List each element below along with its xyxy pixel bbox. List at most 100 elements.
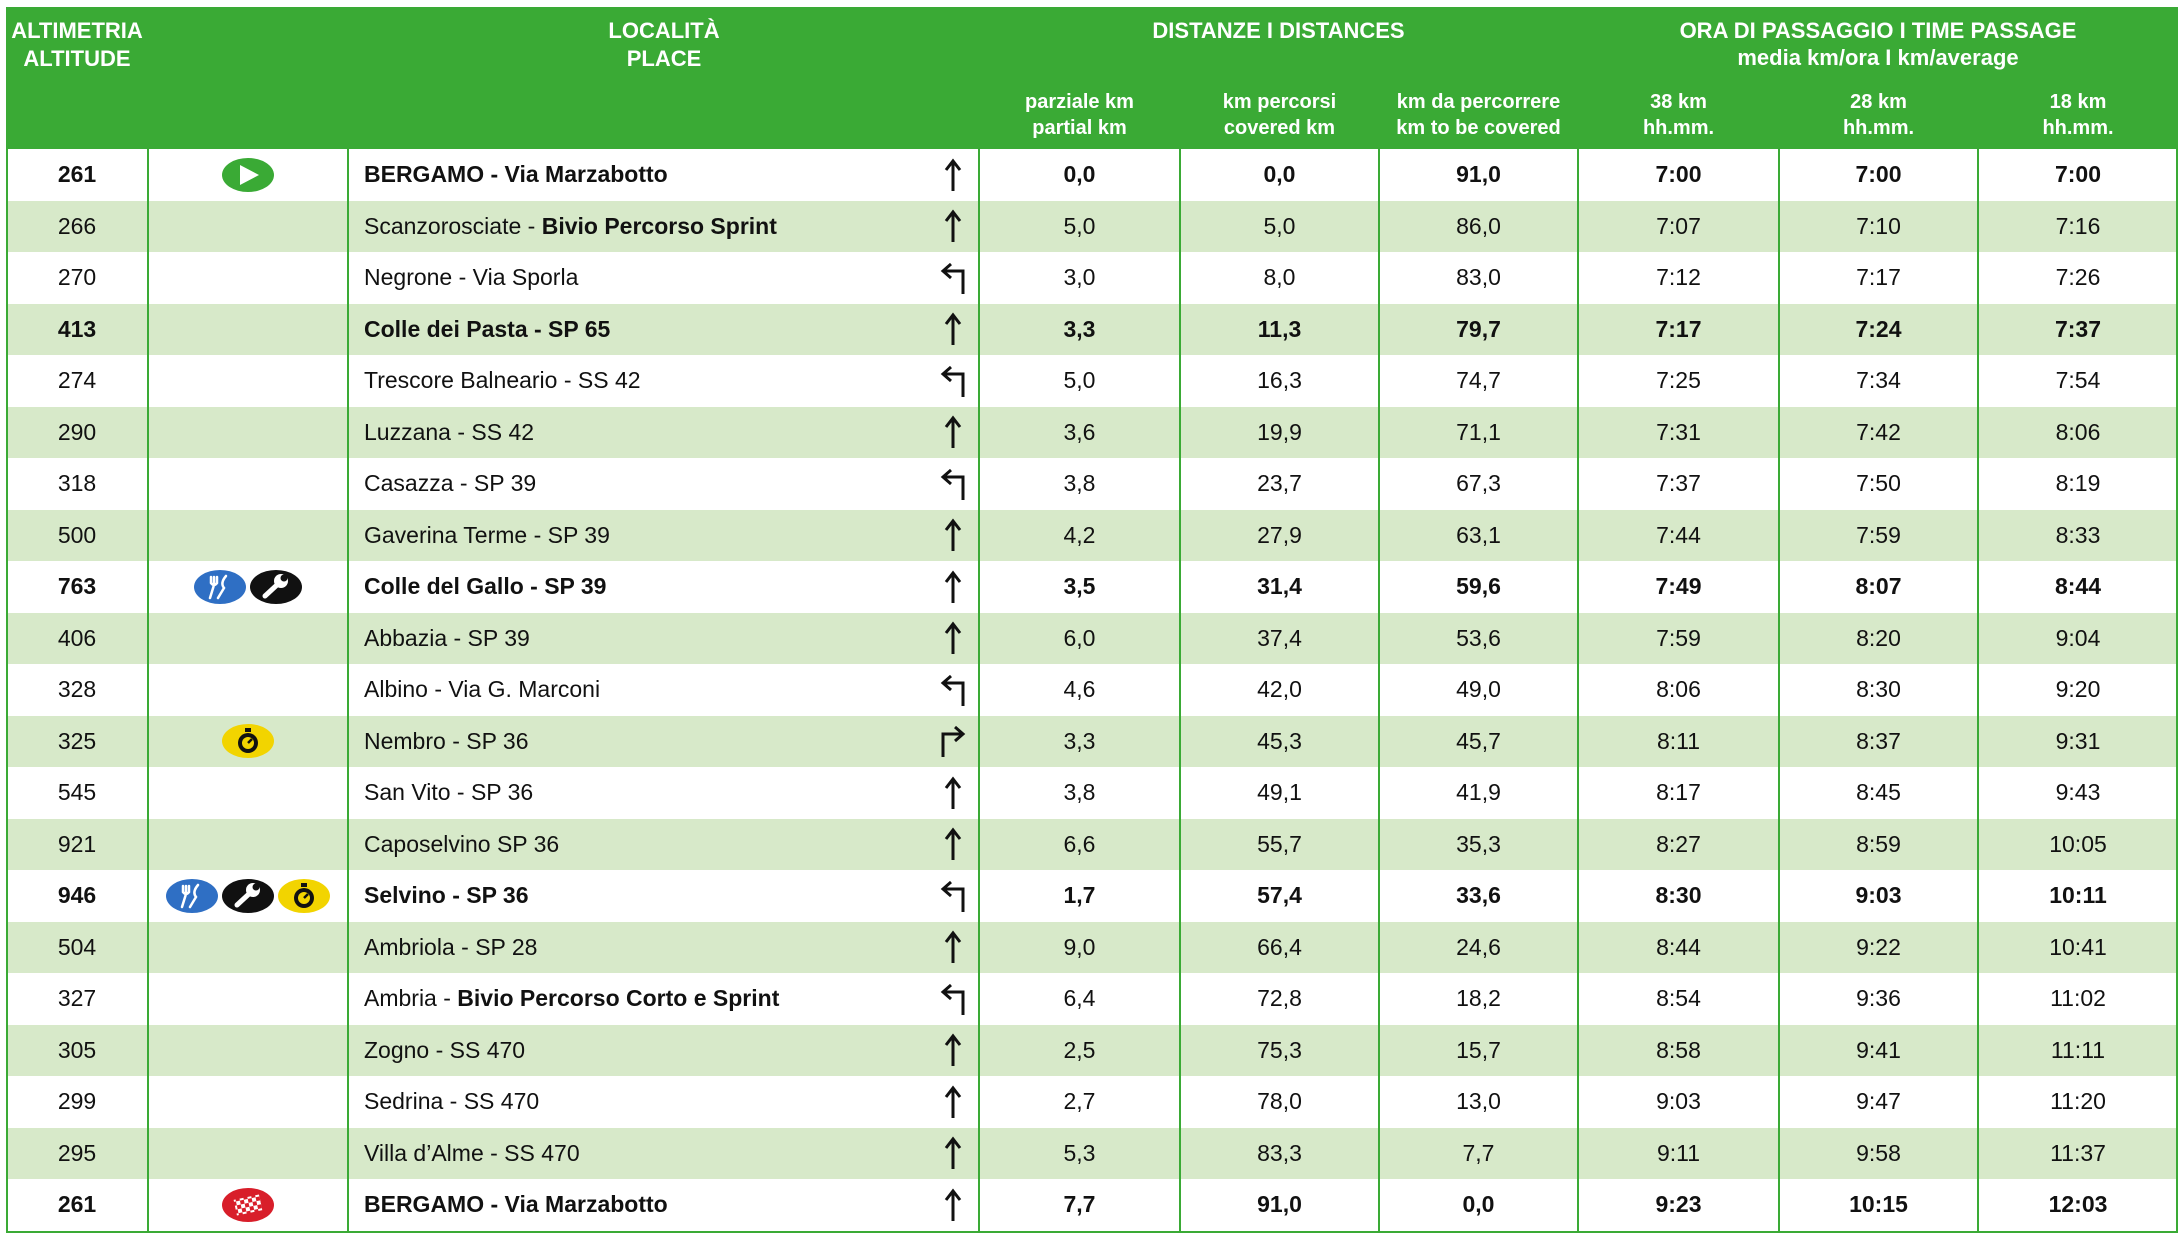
value-cell: 3,5 [1063,573,1096,600]
header-place: LOCALITÀ [608,18,720,43]
value-cell: 8:17 [1656,779,1701,806]
row-background [6,458,2178,510]
value-cell: 37,4 [1257,624,1302,651]
value-cell: 9:11 [1656,1139,1701,1166]
value-cell: 0,0 [1263,161,1296,188]
value-cell: 86,0 [1456,212,1501,239]
icon-cell [148,716,348,768]
altitude: 266 [57,212,97,239]
column-line [347,149,349,1231]
place: Zogno - SS 470 [348,1025,979,1077]
place-part: Nembro - SP 36 [364,727,529,754]
row-background [6,561,2178,613]
column-header: hh.mm. [1842,117,1915,139]
altitude: 299 [57,1088,97,1115]
icon-finish [222,1187,274,1222]
place-part: Luzzana - SS 42 [364,418,535,445]
direction-arrow [944,1188,962,1221]
altitude: 318 [57,470,97,497]
value-cell: 8:45 [1856,779,1901,806]
value-cell: 7:25 [1656,367,1701,394]
place-part: Abbazia - SP 39 [364,624,530,651]
value-cell: 79,7 [1456,315,1501,342]
value-cell: 9:58 [1856,1139,1901,1166]
place: Sedrina - SS 470 [348,1076,979,1128]
column-line [1378,149,1380,1231]
value-cell: 4,2 [1063,521,1096,548]
altitude: 325 [57,727,97,754]
value-cell: 8:19 [2055,470,2101,497]
row-background [6,1076,2178,1128]
value-cell: 49,0 [1456,676,1501,703]
row-background [6,664,2178,716]
column-header: 18 km [2049,91,2107,113]
place: Ambriola - SP 28 [348,922,979,974]
row-background [6,715,2178,767]
place-part: San Vito - SP 36 [364,779,534,806]
direction-arrow [940,365,965,397]
header-time: ORA DI PASSAGGIO I TIME PASSAGE [1679,18,2077,43]
value-cell: 7:34 [1856,367,1901,394]
place: Luzzana - SS 42 [348,407,979,459]
value-cell: 23,7 [1257,470,1302,497]
direction-arrow [944,621,962,655]
direction-arrow [944,1085,962,1118]
altitude: 946 [57,882,97,909]
value-cell: 8,0 [1263,264,1296,291]
direction-arrow [944,518,962,552]
altitude: 921 [57,830,97,857]
value-cell: 7:59 [1856,521,1901,548]
place: Nembro - SP 36 [348,716,979,768]
place: Selvino - SP 36 [348,870,979,922]
direction-arrow [940,468,965,500]
row-background [6,973,2178,1025]
altitude: 504 [57,933,97,960]
value-cell: 2,5 [1063,1036,1096,1063]
value-cell: 45,3 [1257,727,1302,754]
value-cell: 7:37 [2054,315,2102,342]
value-cell: 91,0 [1456,161,1501,188]
icon-start [222,157,274,192]
value-cell: 66,4 [1257,933,1302,960]
direction-arrow [941,726,966,758]
value-cell: 5,0 [1063,367,1096,394]
value-cell: 27,9 [1257,521,1302,548]
altitude: 328 [57,676,97,703]
row-background [6,818,2178,870]
value-cell: 3,0 [1063,264,1096,291]
value-cell: 8:06 [1656,676,1701,703]
icon-mech [250,569,302,604]
value-cell: 3,3 [1063,315,1096,342]
table-border [6,7,2178,1233]
column-header: 28 km [1850,91,1907,113]
column-line [1179,149,1181,1231]
value-cell: 1,7 [1063,882,1096,909]
row-background [6,870,2178,922]
icon-cell [148,561,348,613]
value-cell: 0,0 [1063,161,1096,188]
place: Villa d’Alme - SS 470 [348,1128,979,1180]
value-cell: 15,7 [1456,1036,1501,1063]
icon-food [166,878,218,913]
value-cell: 8:58 [1656,1036,1701,1063]
row-background [6,1127,2178,1179]
value-cell: 9:22 [1856,933,1901,960]
place: Colle dei Pasta - SP 65 [348,304,979,356]
column-header: km da percorrere [1396,91,1561,113]
value-cell: 8:54 [1656,985,1701,1012]
row-background [6,1024,2178,1076]
place: Colle del Gallo - SP 39 [348,561,979,613]
place: Ambria - Bivio Percorso Corto e Sprint [348,973,979,1025]
value-cell: 6,6 [1063,830,1096,857]
place-part: Colle del Gallo - SP 39 [364,573,607,600]
value-cell: 0,0 [1462,1191,1495,1218]
value-cell: 8:06 [2055,418,2101,445]
altitude: 500 [57,521,97,548]
value-cell: 9:03 [1656,1088,1701,1115]
icon-cell [148,870,348,922]
place: Trescore Balneario - SS 42 [348,355,979,407]
place: Abbazia - SP 39 [348,613,979,665]
value-cell: 59,6 [1456,573,1501,600]
value-cell: 41,9 [1456,779,1501,806]
column-line [1977,149,1979,1231]
